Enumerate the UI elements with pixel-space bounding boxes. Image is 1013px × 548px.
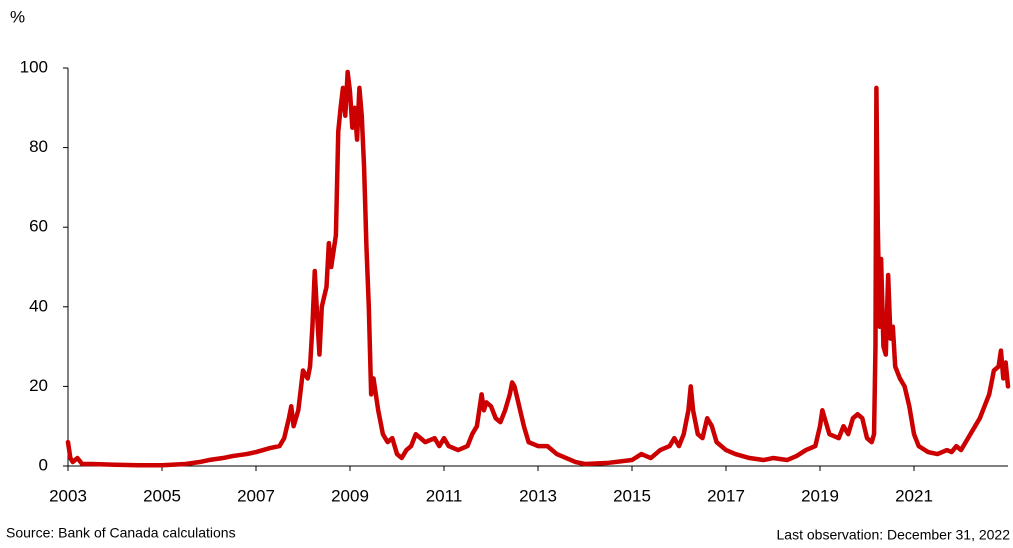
x-tick-label: 2007	[237, 486, 275, 505]
data-line	[65, 69, 1011, 468]
x-tick-label: 2013	[519, 486, 557, 505]
x-tick-label: 2005	[143, 486, 181, 505]
y-tick-label: 40	[29, 296, 48, 315]
y-tick-label: 100	[20, 57, 48, 76]
x-tick-label: 2011	[426, 486, 463, 505]
x-tick-label: 2017	[707, 486, 745, 505]
x-tick-label: 2019	[801, 486, 839, 505]
y-tick-label: 60	[29, 217, 48, 236]
y-tick-label: 80	[29, 137, 48, 156]
y-unit: %	[10, 7, 25, 26]
x-tick-label: 2021	[895, 486, 933, 505]
x-tick-label: 2009	[331, 486, 369, 505]
y-tick-label: 0	[39, 455, 48, 474]
last-observation: Last observation: December 31, 2022	[777, 527, 1011, 543]
y-tick-label: 20	[29, 376, 48, 395]
x-tick-label: 2015	[613, 486, 651, 505]
source-note: Source: Bank of Canada calculations	[6, 525, 236, 541]
x-tick-label: 2003	[49, 486, 87, 505]
